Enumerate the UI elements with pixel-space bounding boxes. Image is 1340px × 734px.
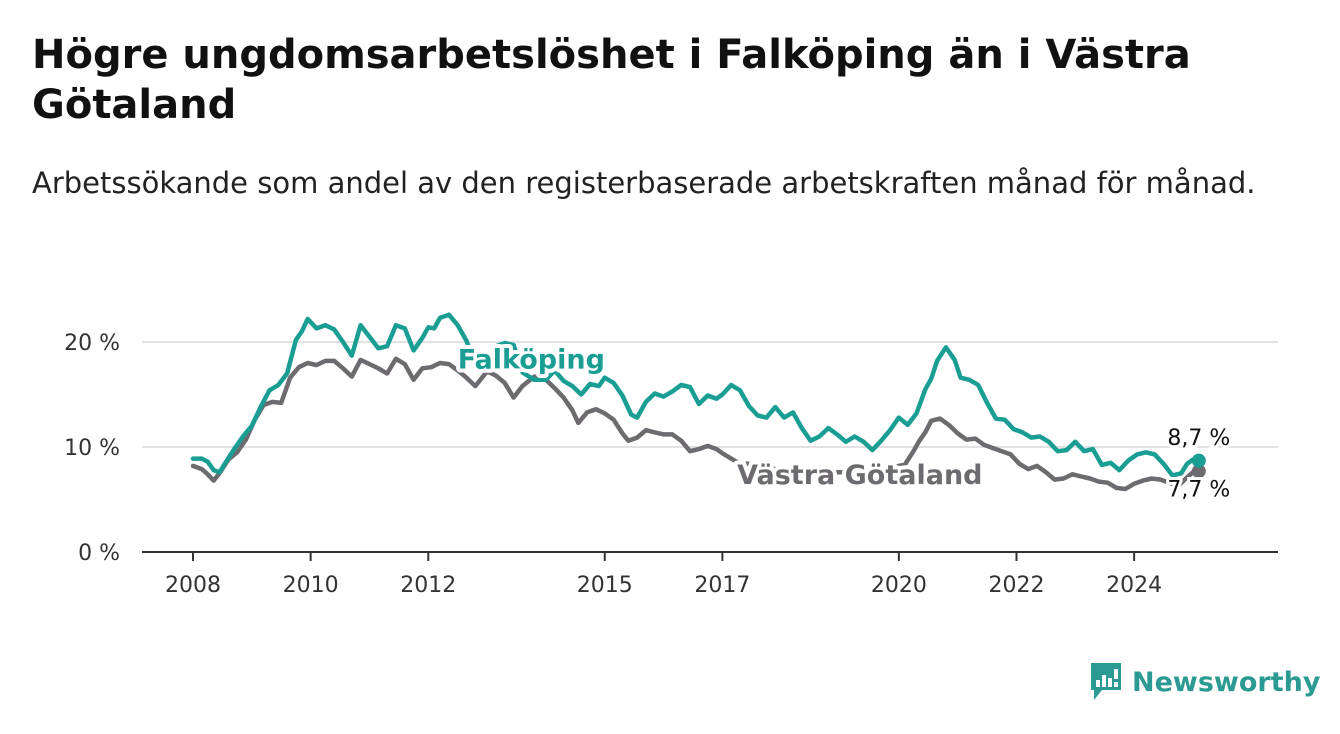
- newsworthy-logo-icon: [1091, 663, 1121, 700]
- end-value-label-vastra-gotaland: 7,7 %: [1167, 477, 1230, 502]
- series-line-vastra-gotaland: [190, 356, 1202, 492]
- newsworthy-logo-text: Newsworthy: [1132, 666, 1321, 698]
- series-label-vastra-gotaland: Västra Götaland: [737, 460, 982, 491]
- line-chart: 0 % 10 % 20 % 2008 2010 2012 2015 2017 2020 2022…: [64, 312, 1278, 598]
- x-tick-label: 2024: [1106, 573, 1162, 598]
- y-axis-ticks: 0 % 10 % 20 %: [64, 331, 120, 566]
- series-lines: [190, 312, 1206, 492]
- x-tick-label: 2020: [871, 573, 927, 598]
- end-value-label-falkoping: 8,7 %: [1167, 426, 1230, 451]
- x-axis-ticks: 2008 2010 2012 2015 2017 2020 2022 2024: [165, 552, 1162, 598]
- y-tick-label: 10 %: [64, 436, 120, 461]
- x-tick-label: 2022: [988, 573, 1044, 598]
- series-end-marker-vastra-gotaland: [1191, 464, 1206, 479]
- series-labels: Falköping Västra Götaland 8,7 % 7,7 %: [454, 340, 1234, 505]
- chart-subtitle: Arbetssökande som andel av den registerb…: [32, 166, 1256, 200]
- x-tick-label: 2017: [694, 573, 750, 598]
- x-tick-label: 2008: [165, 573, 221, 598]
- series-line-falkoping: [190, 312, 1202, 478]
- x-tick-label: 2010: [283, 573, 339, 598]
- newsworthy-logo: Newsworthy: [1088, 660, 1320, 704]
- x-tick-label: 2012: [400, 573, 456, 598]
- x-tick-label: 2015: [577, 573, 633, 598]
- series-end-marker-falkoping: [1191, 453, 1206, 468]
- y-tick-label: 20 %: [64, 331, 120, 356]
- chart-title: Högre ungdomsarbetslöshet i Falköping än…: [32, 32, 1191, 128]
- series-label-falkoping: Falköping: [458, 344, 605, 375]
- y-tick-label: 0 %: [78, 541, 120, 566]
